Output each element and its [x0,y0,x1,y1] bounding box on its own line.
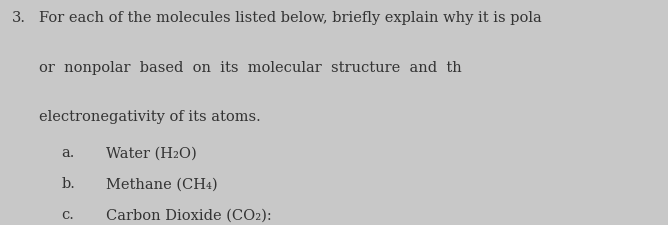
Text: Carbon Dioxide (CO₂):: Carbon Dioxide (CO₂): [106,208,271,222]
Text: For each of the molecules listed below, briefly explain why it is pola: For each of the molecules listed below, … [39,11,542,25]
Text: 3.: 3. [12,11,26,25]
Text: or  nonpolar  based  on  its  molecular  structure  and  th: or nonpolar based on its molecular struc… [39,61,462,75]
Text: b.: b. [61,177,75,191]
Text: electronegativity of its atoms.: electronegativity of its atoms. [39,110,261,124]
Text: Water (H₂O): Water (H₂O) [106,146,196,160]
Text: a.: a. [61,146,75,160]
Text: c.: c. [61,208,74,222]
Text: Methane (CH₄): Methane (CH₄) [106,177,217,191]
